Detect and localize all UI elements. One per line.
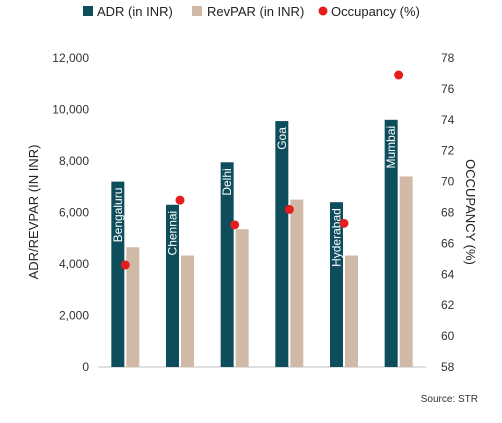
y-right-tick-label: 70: [441, 175, 455, 189]
y-left-tick-label: 12,000: [52, 51, 89, 65]
bar-revpar-delhi: [235, 229, 249, 367]
y-right-tick-label: 60: [441, 329, 455, 343]
y-right-tick-label: 64: [441, 267, 455, 281]
category-label-mumbai: Mumbai: [384, 126, 398, 169]
bars-group: [111, 119, 413, 368]
legend-label-revpar: RevPAR (in INR): [207, 4, 304, 19]
y-right-tick-label: 66: [441, 236, 455, 250]
legend-swatch-revpar: [192, 6, 202, 16]
occupancy-point-hyderabad: [339, 218, 349, 228]
y-left-tick-label: 4,000: [59, 257, 89, 271]
bar-revpar-hyderabad: [345, 255, 358, 367]
y-left-tick-label: 10,000: [52, 103, 89, 117]
y-left-tick-label: 8,000: [59, 154, 89, 168]
y-left-tick-label: 2,000: [59, 309, 89, 323]
bar-adr-goa: [275, 121, 289, 368]
bar-revpar-mumbai: [399, 176, 413, 367]
occupancy-point-mumbai: [394, 70, 404, 80]
category-label-goa: Goa: [275, 127, 289, 150]
y-right-tick-label: 68: [441, 206, 455, 220]
category-label-delhi: Delhi: [220, 168, 234, 195]
y-right-tick-label: 72: [441, 144, 455, 158]
y-left-tick-label: 0: [82, 360, 89, 374]
y-right-tick-label: 74: [441, 113, 455, 127]
occupancy-point-chennai: [175, 195, 185, 205]
bar-adr-mumbai: [384, 119, 398, 367]
occupancy-point-goa: [284, 204, 294, 214]
category-label-hyderabad: Hyderabad: [330, 208, 344, 267]
y-left-tick-label: 6,000: [59, 206, 89, 220]
bar-adr-hyderabad: [330, 202, 343, 367]
y-axis-right-title: OCCUPANCY (%): [463, 159, 478, 265]
y-axis-left-title: ADR/REVPAR (IN INR): [26, 145, 41, 280]
legend-swatch-occupancy: [318, 6, 328, 16]
y-right-tick-label: 78: [441, 51, 455, 65]
bar-revpar-bengaluru: [126, 247, 140, 367]
legend-swatch-adr: [83, 6, 93, 16]
occupancy-points: [120, 70, 404, 270]
bar-adr-bengaluru: [111, 181, 125, 367]
bar-revpar-chennai: [181, 255, 194, 367]
y-axis-left: 0 2,000 4,000 6,000 8,000 10,000 12,000: [52, 51, 89, 374]
occupancy-point-delhi: [230, 220, 240, 230]
category-label-bengaluru: Bengaluru: [111, 188, 125, 243]
y-right-tick-label: 58: [441, 360, 455, 374]
bar-adr-delhi: [220, 162, 234, 367]
category-label-chennai: Chennai: [166, 211, 180, 256]
bar-revpar-goa: [290, 199, 304, 367]
legend-label-adr: ADR (in INR): [97, 4, 173, 19]
y-right-tick-label: 76: [441, 82, 455, 96]
source-note: Source: STR: [421, 394, 478, 405]
category-labels: Bengaluru Chennai Delhi Goa Hyderabad Mumbai: [111, 126, 398, 267]
legend-label-occupancy: Occupancy (%): [331, 4, 420, 19]
legend: ADR (in INR) RevPAR (in INR) Occupancy (…: [83, 4, 420, 19]
y-axis-right: 58 60 62 64 66 68 70 72 74 76 78: [441, 51, 455, 374]
bar-adr-chennai: [166, 204, 179, 367]
y-right-tick-label: 62: [441, 298, 455, 312]
occupancy-point-bengaluru: [120, 260, 130, 270]
